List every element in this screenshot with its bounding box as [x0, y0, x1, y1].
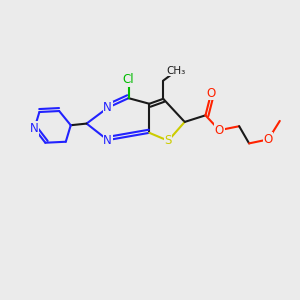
Text: S: S — [164, 134, 172, 147]
Text: O: O — [206, 87, 216, 100]
Text: N: N — [103, 101, 112, 114]
Text: Cl: Cl — [123, 73, 134, 86]
Text: CH₃: CH₃ — [167, 66, 186, 76]
Text: N: N — [103, 134, 112, 147]
Text: O: O — [264, 133, 273, 146]
Text: N: N — [30, 122, 39, 135]
Text: O: O — [215, 124, 224, 137]
